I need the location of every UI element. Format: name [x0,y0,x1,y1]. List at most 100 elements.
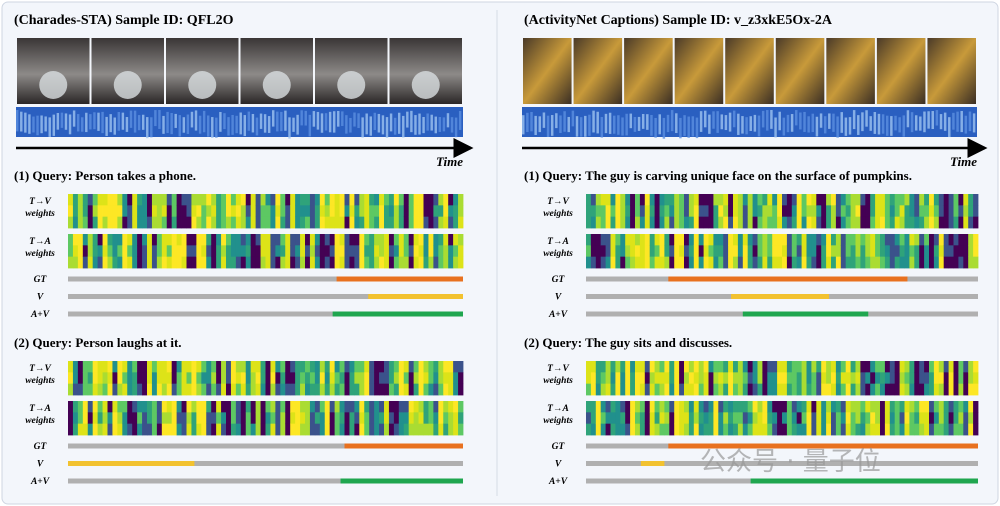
spectrogram-stripe [418,113,421,135]
heatmap-cell [806,383,812,396]
heatmap-cell [171,423,178,436]
heatmap-cell [176,423,182,436]
heatmap-cell [314,256,321,269]
heatmap-cell [388,205,395,218]
heatmap-cell [255,361,261,373]
heatmap-cell [230,256,237,269]
heatmap-cell [831,423,837,436]
heatmap-label: weights [25,249,55,259]
spectrogram-stripe [588,114,591,136]
heatmap-cell [166,401,173,413]
track-label: V [37,460,44,470]
heatmap-cell [659,234,665,246]
heatmap-cell [82,256,89,269]
heatmap-cell [300,234,306,246]
heatmap-cell [142,412,148,425]
heatmap-cell [708,423,714,436]
heatmap-cell [398,216,405,229]
heatmap-cell [339,383,345,396]
heatmap-cell [398,372,405,385]
heatmap-cell [777,245,783,258]
heatmap-cell [181,194,187,206]
heatmap-cell [77,205,84,218]
heatmap-cell [664,423,670,436]
heatmap-cell [364,372,370,385]
heatmap-cell [171,401,178,413]
heatmap-cell [137,216,143,229]
heatmap-cell [72,412,79,425]
heatmap-cell [226,423,232,436]
heatmap-cell [147,412,153,425]
heatmap-cell [772,412,778,425]
heatmap-cell [433,361,439,373]
heatmap-cell [630,256,636,269]
heatmap-cell [201,256,207,269]
heatmap-cell [914,401,920,413]
spectrogram-stripe [844,117,848,136]
heatmap-cell [894,205,900,218]
heatmap-cell [137,412,143,425]
spectrogram-stripe [109,114,112,133]
heatmap-cell [762,256,768,269]
heatmap-cell [186,256,192,269]
heatmap-cell [635,412,641,425]
heatmap-cell [127,401,133,413]
heatmap-cell [255,205,261,218]
heatmap-cell [137,194,143,206]
heatmap-cell [630,361,636,373]
heatmap-cell [309,401,316,413]
heatmap-cell [82,234,89,246]
heatmap-cell [290,361,296,373]
heatmap-cell [938,401,945,413]
heatmap-cell [235,383,242,396]
heatmap-cell [933,372,940,385]
heatmap-cell [757,194,763,206]
heatmap-cell [77,383,84,396]
heatmap-cell [206,383,212,396]
spectrogram-stripe [406,111,409,128]
heatmap-cell [953,216,959,229]
frame-detail [337,71,366,99]
heatmap-cell [958,383,964,396]
heatmap-cell [171,412,178,425]
heatmap-cell [117,234,123,246]
heatmap-cell [752,194,758,206]
heatmap-cell [216,372,222,385]
heatmap-cell [968,383,974,396]
heatmap-cell [938,234,945,246]
spectrogram-stripe [823,116,827,134]
heatmap-cell [899,216,905,229]
heatmap-cell [747,234,753,246]
heatmap-cell [684,423,690,436]
heatmap-cell [733,216,739,229]
heatmap-cell [850,372,856,385]
heatmap-cell [762,372,768,385]
heatmap-cell [870,401,876,413]
spectrogram-stripe [550,115,554,136]
heatmap-cell [398,194,405,206]
heatmap-cell [801,372,807,385]
heatmap-cell [255,412,261,425]
heatmap-cell [230,205,237,218]
spectrogram-stripe [32,116,35,133]
heatmap-cell [801,256,807,269]
heatmap-cell [443,372,449,385]
heatmap-cell [899,234,905,246]
spectrogram-stripe [85,112,88,133]
heatmap-cell [334,194,340,206]
heatmap-cell [374,216,380,229]
heatmap-cell [973,361,979,373]
heatmap-cell [899,245,905,258]
heatmap-cell [408,256,415,269]
heatmap-cell [77,216,84,229]
spectrogram-stripe [852,110,856,130]
heatmap-cell [855,412,861,425]
heatmap-cell [122,401,128,413]
heatmap-cell [777,412,783,425]
heatmap-cell [344,245,350,258]
heatmap-cell [919,412,925,425]
heatmap-cell [615,401,621,413]
heatmap-cell [137,205,143,218]
heatmap-cell [127,205,133,218]
spectrogram-stripe [935,110,939,126]
